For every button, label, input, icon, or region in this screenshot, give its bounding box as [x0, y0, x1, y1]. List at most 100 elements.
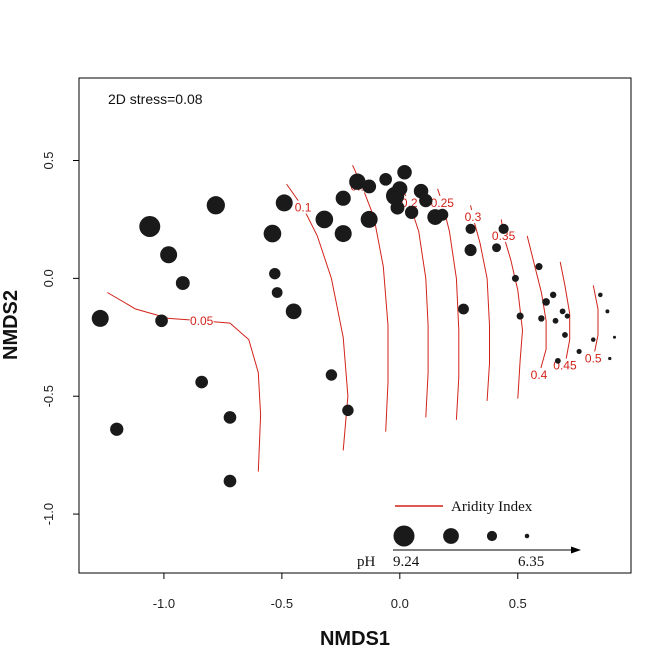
legend: Aridity Index pH 9.24 6.35	[357, 499, 581, 570]
sample-point	[223, 474, 237, 488]
contour-line	[500, 219, 524, 399]
contour-label: 0.05	[190, 314, 214, 328]
x-tick-label: -1.0	[153, 596, 175, 611]
x-tick-label: 0.5	[509, 596, 527, 611]
contour-label: 0.35	[492, 229, 516, 243]
x-axis-title: NMDS1	[320, 628, 390, 650]
y-tick-label: -1.0	[41, 503, 56, 525]
x-tick-label: 0.0	[391, 596, 409, 611]
sample-point	[315, 210, 334, 229]
sample-point	[492, 243, 501, 253]
data-points	[91, 165, 616, 488]
sample-point	[392, 181, 408, 197]
sample-point	[271, 287, 283, 298]
sample-point	[269, 267, 281, 280]
sample-point	[325, 369, 338, 381]
sample-point	[390, 200, 405, 215]
aridity-contours: 0.050.10.150.20.250.30.350.40.450.5	[107, 164, 606, 472]
sample-point	[360, 210, 378, 228]
sample-point	[498, 223, 509, 234]
y-tick-label: -0.5	[41, 385, 56, 407]
legend-ph-min: 6.35	[518, 554, 544, 570]
sample-point	[608, 356, 612, 361]
sample-point	[419, 193, 433, 208]
x-axis: -1.0 -0.5 0.0 0.5	[153, 573, 527, 611]
sample-point	[562, 332, 568, 338]
sample-point	[349, 173, 366, 190]
y-tick-label: 0.0	[41, 269, 56, 287]
sample-point	[263, 224, 282, 243]
sample-point	[516, 312, 524, 320]
sample-point	[564, 313, 570, 319]
contour-line	[559, 261, 571, 366]
sample-point	[160, 246, 178, 264]
contour-label: 0.3	[465, 210, 482, 224]
contour-line	[526, 235, 547, 376]
sample-point	[549, 291, 557, 299]
sample-point	[605, 309, 610, 314]
sample-point	[465, 223, 476, 234]
sample-point	[223, 411, 237, 424]
stress-annotation: 2D stress=0.08	[108, 91, 203, 107]
sample-point	[612, 335, 616, 339]
contour-label: 0.5	[585, 352, 602, 366]
legend-ph-arrowhead	[571, 546, 581, 554]
legend-size-samples	[393, 525, 530, 547]
sample-point	[554, 357, 561, 364]
sample-point	[206, 196, 225, 215]
x-tick-label: -0.5	[271, 596, 293, 611]
legend-aridity-label: Aridity Index	[451, 499, 533, 515]
sample-point	[552, 317, 559, 324]
contour-label-bg	[291, 200, 316, 214]
sample-point	[511, 274, 519, 282]
sample-point	[576, 348, 582, 355]
sample-point	[175, 276, 190, 291]
contour-label-bg	[460, 210, 485, 224]
contour-line	[399, 183, 429, 418]
sample-point	[335, 190, 351, 206]
contour-label-bg	[581, 351, 606, 365]
sample-point	[559, 308, 566, 315]
sample-point	[458, 303, 469, 315]
contour-line	[470, 205, 490, 401]
contour-line	[592, 285, 599, 359]
contour-line	[437, 188, 460, 420]
sample-point	[110, 422, 124, 436]
contour-label-bg	[491, 228, 516, 242]
plot-frame	[78, 77, 632, 574]
y-axis-title: NMDS2	[0, 290, 22, 360]
sample-point	[155, 314, 168, 328]
sample-point	[590, 337, 596, 342]
legend-size-circle	[524, 533, 530, 539]
sample-point	[598, 292, 603, 298]
sample-point	[275, 194, 293, 212]
sample-point	[436, 208, 449, 221]
legend-ph-label: pH	[357, 554, 376, 570]
legend-size-circle	[393, 525, 415, 547]
sample-point	[91, 309, 109, 327]
sample-point	[464, 244, 477, 257]
contour-label: 0.1	[295, 201, 312, 215]
contour-line	[352, 164, 389, 432]
legend-size-circle	[443, 528, 459, 544]
sample-point	[139, 216, 161, 237]
legend-ph-max: 9.24	[393, 554, 420, 570]
contour-label-bg	[189, 313, 214, 327]
sample-point	[542, 298, 550, 306]
sample-point	[195, 375, 208, 389]
y-axis: -1.0 -0.5 0.0 0.5	[41, 151, 79, 525]
legend-size-circle	[486, 530, 498, 542]
contour-label: 0.25	[431, 196, 455, 210]
sample-point	[397, 165, 412, 180]
sample-point	[362, 179, 377, 194]
sample-point	[404, 205, 419, 219]
sample-point	[342, 404, 354, 417]
sample-point	[538, 315, 545, 322]
sample-point	[334, 225, 352, 243]
contour-line	[107, 292, 262, 472]
sample-point	[535, 263, 543, 271]
contour-label-bg	[430, 195, 455, 209]
contour-label: 0.4	[531, 368, 548, 382]
sample-point	[379, 173, 392, 186]
